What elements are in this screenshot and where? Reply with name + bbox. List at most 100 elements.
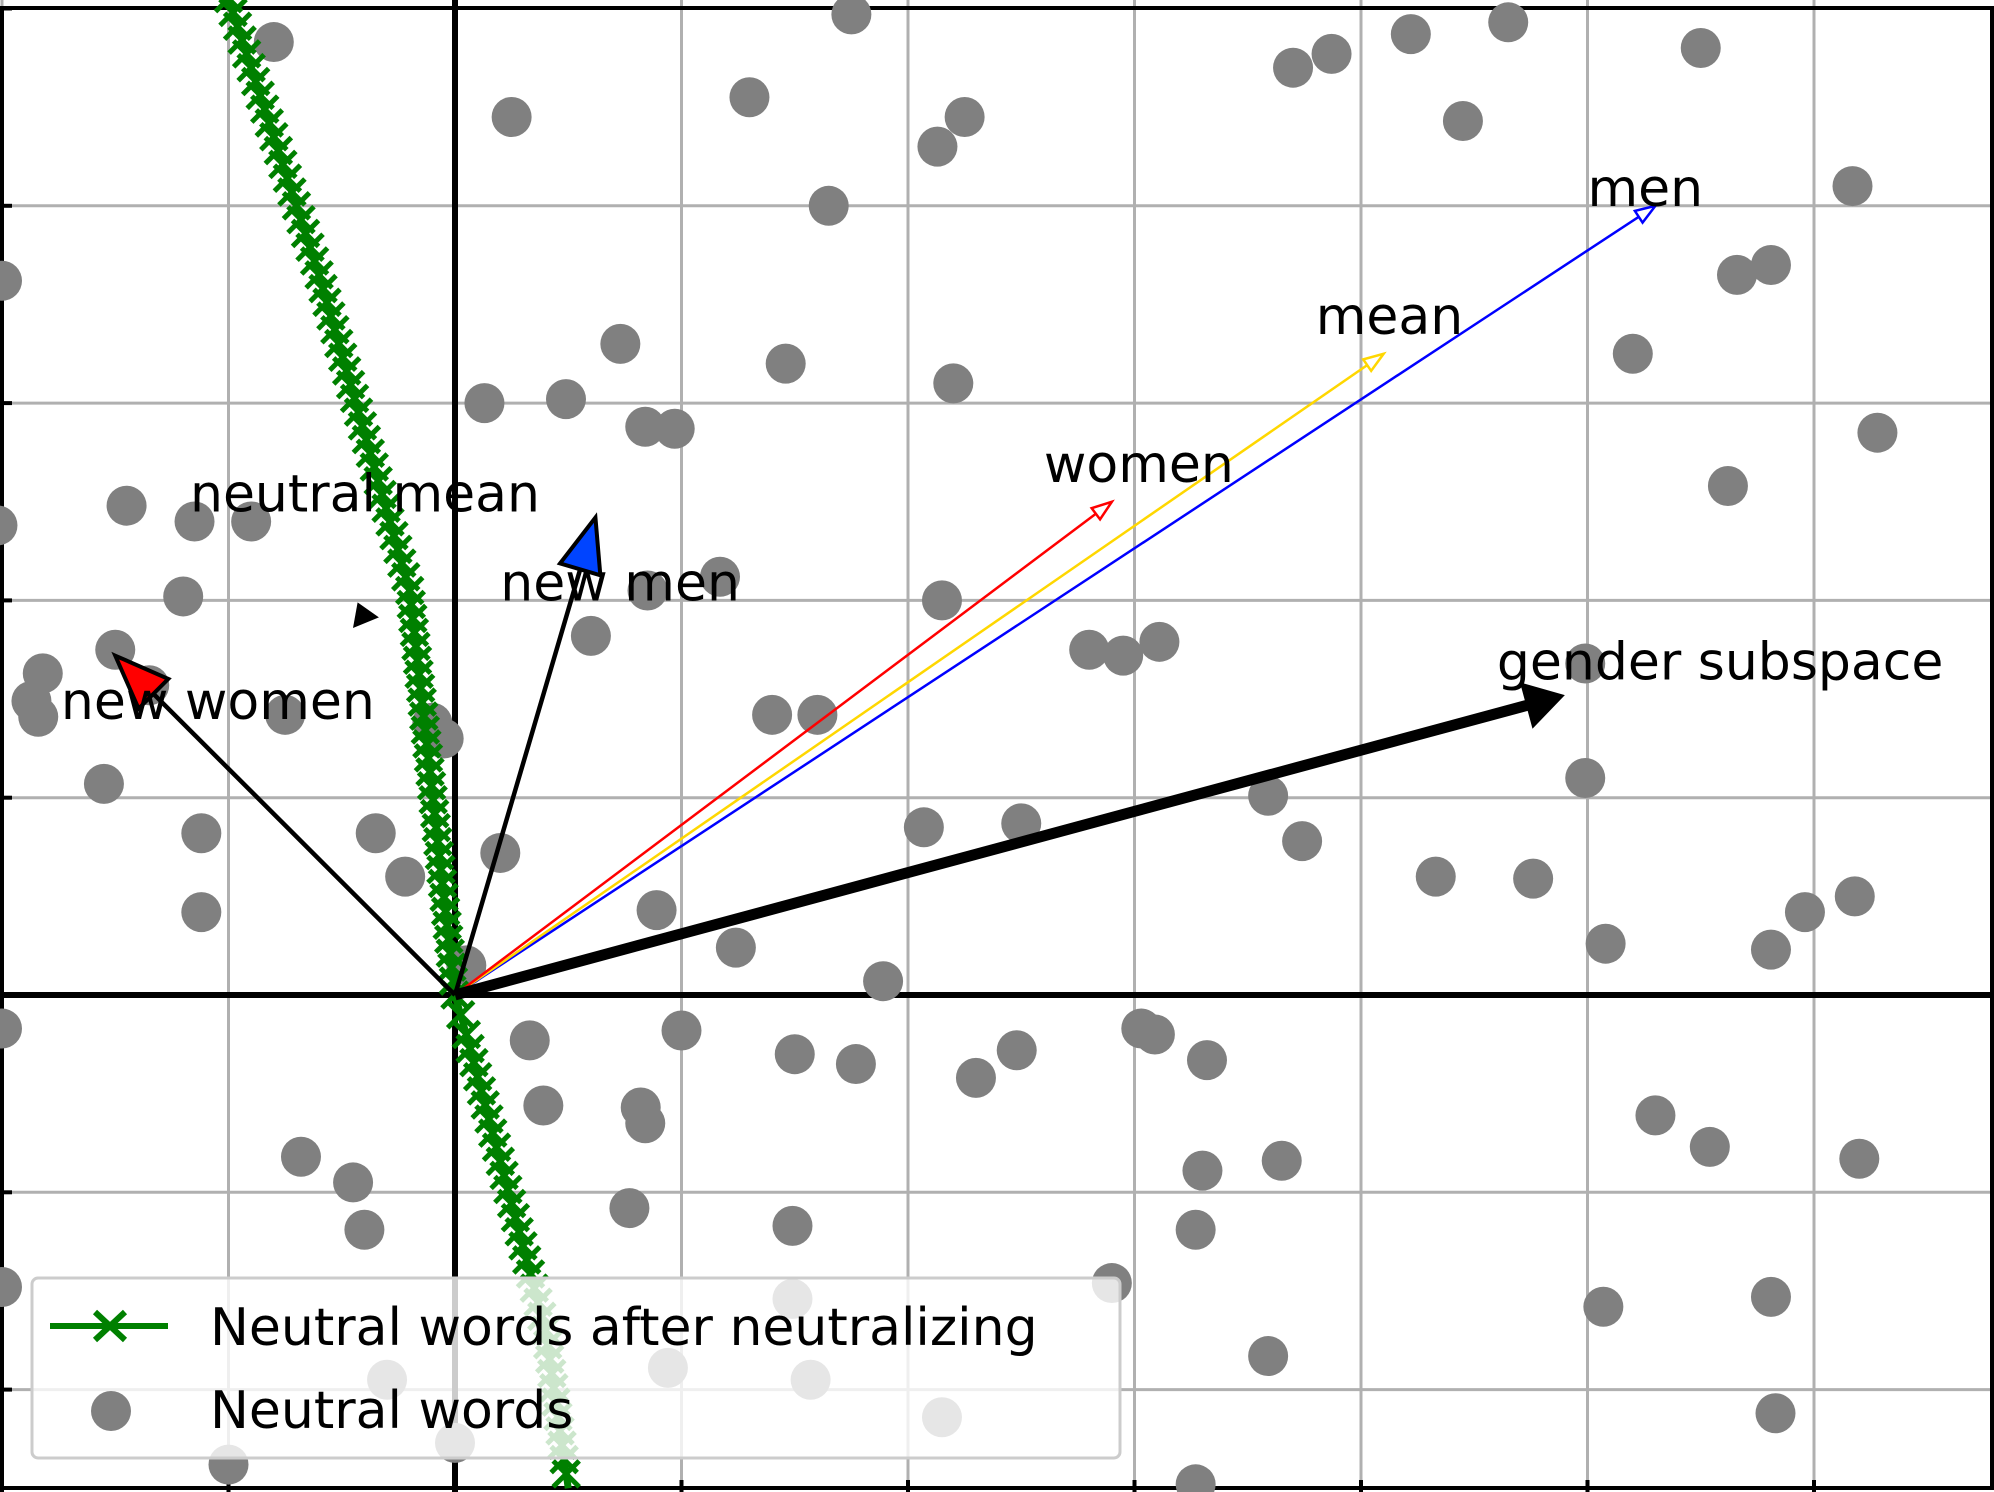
- neutral-word-point: [625, 1103, 666, 1144]
- neutral-word-point: [729, 77, 770, 118]
- neutral-word-point: [18, 696, 59, 737]
- neutralized-word-marker: [551, 1459, 581, 1489]
- neutral-word-point: [480, 832, 521, 873]
- legend-label-neutral: Neutral words: [210, 1381, 573, 1441]
- vector-head-women: [1089, 499, 1115, 522]
- neutral-word-point: [636, 890, 677, 931]
- vector-gender-subspace: [453, 696, 1542, 1001]
- neutral-word-point: [1834, 876, 1875, 917]
- neutral-word-point: [1857, 412, 1898, 453]
- neutral-word-point: [921, 580, 962, 621]
- neutral-word-point: [1585, 923, 1626, 964]
- neutral-word-point: [1273, 47, 1314, 88]
- legend-x-marker-icon: [92, 1309, 128, 1343]
- neutral-word-point: [1784, 892, 1825, 933]
- neutral-word-point: [609, 1188, 650, 1229]
- neutral-word-point: [1261, 1140, 1302, 1181]
- neutral-word-point: [996, 1030, 1037, 1071]
- neutral-word-point: [774, 1034, 815, 1075]
- neutral-word-point: [1390, 14, 1431, 55]
- neutral-word-point: [0, 505, 18, 546]
- vector-new-men: [452, 555, 587, 996]
- label-new-men: new men: [500, 553, 740, 613]
- label-mean: mean: [1316, 287, 1463, 347]
- neutral-word-point: [1175, 1464, 1216, 1492]
- label-new-women: new women: [61, 672, 375, 732]
- neutral-word-point: [1750, 244, 1791, 285]
- vector-women: [454, 500, 1113, 996]
- neutral-word-point: [661, 1010, 702, 1051]
- neutral-word-point: [355, 813, 396, 854]
- neutral-word-point: [1680, 27, 1721, 68]
- neutral-word-point: [1134, 1014, 1175, 1055]
- neutral-word-point: [831, 0, 872, 35]
- neutral-word-point: [0, 1267, 22, 1307]
- neutral-word-point: [1248, 1336, 1289, 1377]
- neutral-word-point: [181, 892, 222, 933]
- vector-men: [454, 204, 1657, 997]
- vector-new-women: [141, 682, 457, 997]
- neutral-word-point: [385, 856, 426, 897]
- neutral-word-point: [1415, 856, 1456, 897]
- neutral-word-point: [903, 807, 944, 848]
- neutral-word-point: [700, 556, 741, 597]
- neutral-word-point: [752, 694, 793, 735]
- neutral-word-point: [523, 1085, 564, 1126]
- neutral-word-point: [1103, 635, 1144, 676]
- legend: Neutral words after neutralizing Neutral…: [30, 1276, 1122, 1460]
- neutral-word-point: [1513, 858, 1554, 899]
- neutral-word-point: [944, 97, 985, 138]
- neutral-word-point: [83, 763, 124, 804]
- vector-labels: men mean women gender subspace neutral mean n…: [61, 159, 1943, 732]
- neutral-word-point: [163, 576, 204, 617]
- neutral-word-point: [1175, 1209, 1216, 1250]
- neutral-word-point: [0, 260, 22, 301]
- neutral-word-point: [933, 363, 974, 404]
- vector-head-mean: [1361, 351, 1387, 374]
- neutral-word-point: [0, 1008, 22, 1049]
- neutral-word-point: [280, 1136, 321, 1177]
- label-men: men: [1588, 159, 1704, 219]
- label-neutral-mean: neutral mean: [190, 465, 540, 525]
- label-women: women: [1044, 435, 1234, 495]
- neutral-word-point: [1565, 643, 1606, 684]
- neutral-word-point: [1750, 929, 1791, 970]
- neutral-word-point: [917, 126, 958, 167]
- neutral-word-point: [1311, 33, 1352, 74]
- neutral-word-point: [1442, 100, 1483, 141]
- neutral-word-point: [253, 22, 294, 63]
- neutral-word-point: [181, 813, 222, 854]
- neutral-word-point: [1186, 1040, 1227, 1081]
- neutral-word-point: [765, 343, 806, 384]
- neutral-word-point: [333, 1162, 374, 1203]
- vector-head-new-men: [556, 512, 603, 579]
- neutral-word-point: [1583, 1286, 1624, 1327]
- neutral-word-point: [1612, 333, 1653, 374]
- vector-mean: [454, 352, 1385, 997]
- neutral-word-point: [265, 694, 306, 735]
- neutral-word-point: [654, 408, 695, 449]
- vectors: [111, 203, 1659, 1001]
- label-gender-subspace: gender subspace: [1497, 632, 1943, 692]
- vector-head-men: [1632, 203, 1659, 225]
- neutral-word-point: [491, 97, 532, 138]
- neutral-word-point: [1839, 1138, 1880, 1179]
- neutral-word-point: [808, 185, 849, 226]
- plot-frame: [0, 6, 1994, 1490]
- legend-box: [30, 1276, 1122, 1460]
- neutral-word-point: [1001, 803, 1042, 844]
- neutral-word-point: [1282, 821, 1323, 862]
- neutral-word-point: [509, 1020, 550, 1061]
- neutral-word-point: [1716, 254, 1757, 295]
- neutral-word-point: [600, 323, 641, 364]
- neutral-word-point: [174, 501, 215, 542]
- neutral-word-point: [627, 570, 668, 611]
- neutral-word-point: [1755, 1393, 1796, 1434]
- neutral-word-point: [1750, 1276, 1791, 1317]
- neutral-word-point: [106, 485, 147, 526]
- neutral-word-point: [464, 383, 505, 424]
- neutral-word-point: [1488, 2, 1529, 43]
- neutral-word-point: [1248, 775, 1289, 816]
